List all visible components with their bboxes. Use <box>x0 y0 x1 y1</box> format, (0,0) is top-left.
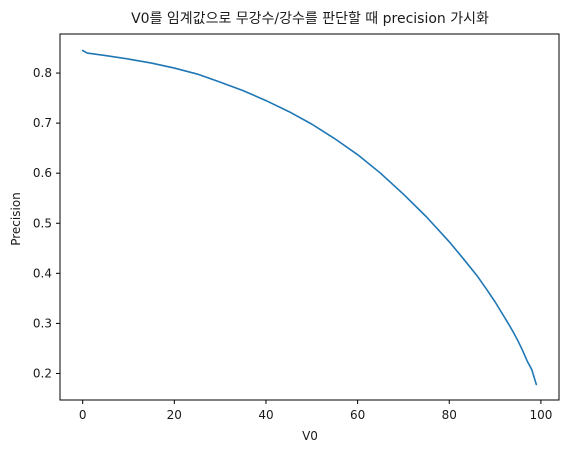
y-axis-label: Precision <box>9 192 23 246</box>
plot-area <box>81 49 538 386</box>
axes-frame <box>59 33 560 401</box>
y-tick-label: 0.2 <box>33 366 52 380</box>
x-tick-label: 100 <box>529 408 552 422</box>
y-axis-ticks: 0.2 0.3 0.4 0.5 0.6 0.7 0.8 <box>33 66 60 380</box>
chart-title: V0를 임계값으로 무강수/강수를 판단할 때 precision 가시화 <box>131 11 489 27</box>
y-tick-label: 0.4 <box>33 266 52 280</box>
y-tick-label: 0.8 <box>33 66 52 80</box>
x-tick-label: 0 <box>79 408 87 422</box>
y-tick-label: 0.5 <box>33 216 52 230</box>
x-tick-label: 60 <box>350 408 365 422</box>
x-tick-label: 40 <box>258 408 273 422</box>
x-tick-label: 20 <box>167 408 182 422</box>
x-axis-ticks: 0 20 40 60 80 100 <box>79 400 552 422</box>
y-tick-label: 0.6 <box>33 166 52 180</box>
y-tick-label: 0.7 <box>33 116 52 130</box>
series-line-0 <box>81 49 538 386</box>
x-tick-label: 80 <box>442 408 457 422</box>
y-tick-label: 0.3 <box>33 316 52 330</box>
x-axis-label: V0 <box>302 429 318 443</box>
